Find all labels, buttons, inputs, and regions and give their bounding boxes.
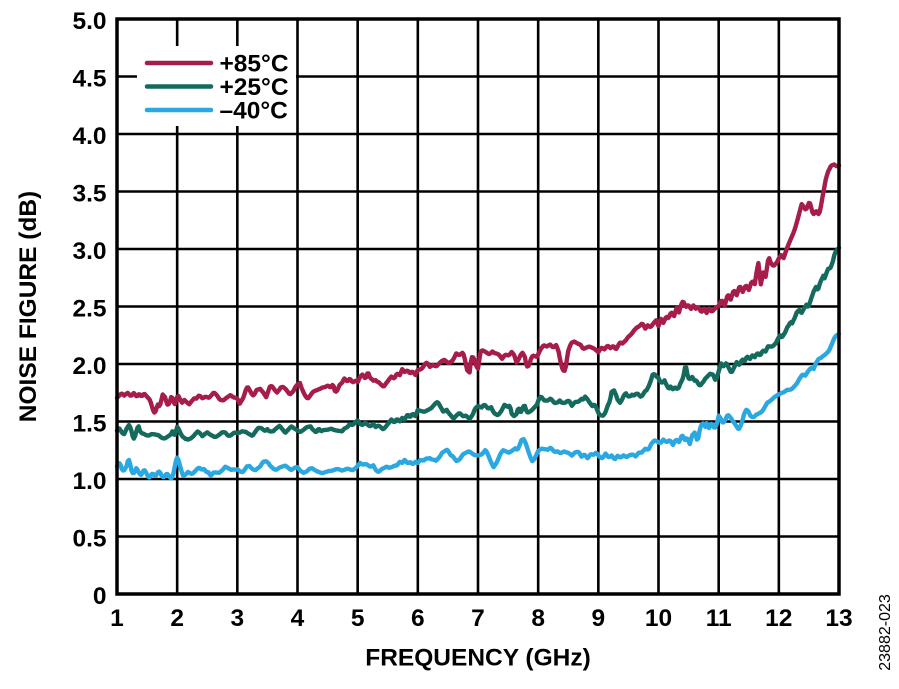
svg-text:NOISE FIGURE (dB): NOISE FIGURE (dB) bbox=[15, 191, 42, 422]
svg-text:6: 6 bbox=[411, 605, 425, 632]
svg-text:23882-023: 23882-023 bbox=[877, 594, 894, 671]
svg-text:4: 4 bbox=[291, 605, 305, 632]
svg-text:2: 2 bbox=[170, 605, 184, 632]
svg-text:3: 3 bbox=[230, 605, 244, 632]
svg-text:3.0: 3.0 bbox=[72, 238, 106, 265]
svg-text:13: 13 bbox=[825, 605, 852, 632]
svg-text:9: 9 bbox=[591, 605, 605, 632]
svg-text:0: 0 bbox=[93, 583, 107, 610]
svg-text:–40°C: –40°C bbox=[220, 98, 289, 125]
svg-text:12: 12 bbox=[765, 605, 792, 632]
svg-text:1.0: 1.0 bbox=[72, 468, 106, 495]
svg-text:2.0: 2.0 bbox=[72, 353, 106, 380]
svg-text:2.5: 2.5 bbox=[72, 296, 106, 323]
svg-text:1.5: 1.5 bbox=[72, 411, 106, 438]
svg-text:0.5: 0.5 bbox=[72, 526, 106, 553]
svg-text:10: 10 bbox=[645, 605, 672, 632]
svg-text:1: 1 bbox=[110, 605, 124, 632]
svg-text:3.5: 3.5 bbox=[72, 181, 106, 208]
svg-text:4.5: 4.5 bbox=[72, 66, 106, 93]
svg-text:5: 5 bbox=[351, 605, 365, 632]
svg-text:+25°C: +25°C bbox=[220, 74, 289, 101]
svg-text:FREQUENCY (GHz): FREQUENCY (GHz) bbox=[365, 644, 591, 671]
svg-text:+85°C: +85°C bbox=[220, 51, 289, 78]
svg-text:5.0: 5.0 bbox=[72, 8, 106, 35]
svg-text:8: 8 bbox=[531, 605, 545, 632]
svg-text:7: 7 bbox=[471, 605, 485, 632]
svg-text:11: 11 bbox=[706, 605, 732, 632]
svg-text:4.0: 4.0 bbox=[72, 123, 106, 150]
